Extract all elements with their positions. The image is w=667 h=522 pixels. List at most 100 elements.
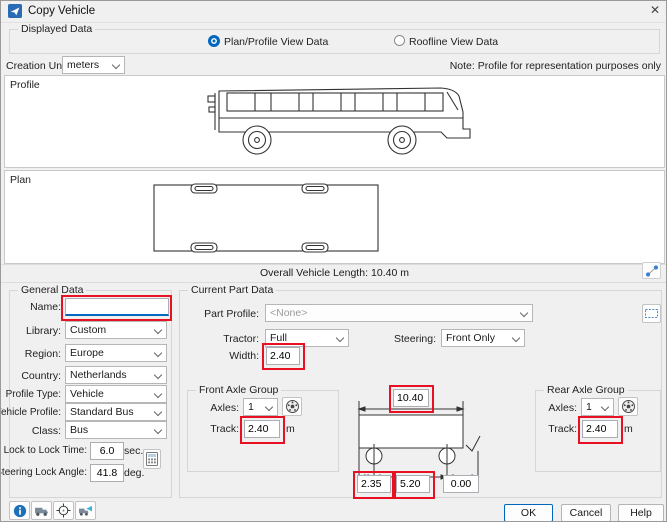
radio-plan-profile-label[interactable]: Plan/Profile View Data — [224, 36, 329, 48]
chevron-down-icon — [153, 348, 163, 358]
profile-panel: Profile — [4, 75, 665, 168]
chevron-down-icon — [153, 389, 163, 399]
vehicle-profile-label: Vehicle Profile: — [0, 407, 61, 418]
app-icon — [8, 4, 22, 18]
close-icon[interactable]: ✕ — [649, 3, 660, 17]
steering-lock-input[interactable] — [90, 464, 124, 482]
rear-axle-group: Rear Axle Group — [535, 384, 661, 472]
chevron-down-icon — [153, 325, 163, 335]
rear-track-label: Track: — [548, 423, 577, 435]
help-button[interactable]: Help — [618, 504, 664, 521]
info-icon — [13, 504, 26, 517]
wheel-icon — [621, 400, 635, 413]
measure-button[interactable] — [642, 262, 661, 279]
general-data-group: General Data — [9, 284, 172, 498]
vehicle-button[interactable] — [31, 501, 52, 520]
radio-roofline-view[interactable] — [394, 35, 405, 46]
bus-plan-drawing — [151, 181, 381, 257]
front-track-input[interactable] — [244, 420, 280, 438]
pick-profile-button[interactable] — [642, 304, 661, 323]
rear-track-unit: m — [624, 423, 633, 435]
lock-to-lock-label: Lock to Lock Time: — [3, 445, 87, 456]
measure-icon — [645, 264, 658, 277]
note-text: Note: Profile for representation purpose… — [449, 60, 661, 72]
radio-roofline-label[interactable]: Roofline View Data — [409, 36, 499, 48]
front-wheel-button[interactable] — [282, 397, 302, 416]
profile-type-select[interactable]: Vehicle — [65, 385, 167, 403]
region-select[interactable]: Europe — [65, 344, 167, 362]
plan-panel-label: Plan — [10, 174, 32, 186]
cancel-button[interactable]: Cancel — [561, 504, 611, 521]
displayed-data-group: Displayed Data — [9, 23, 660, 54]
overall-length-row: Overall Vehicle Length: 10.40 m — [1, 267, 666, 279]
front-axles-select[interactable]: 1 — [243, 398, 278, 416]
rear-track-input[interactable] — [582, 420, 618, 438]
lock-to-lock-unit: sec. — [124, 445, 144, 457]
calculator-button[interactable] — [143, 449, 161, 469]
country-select[interactable]: Netherlands — [65, 366, 167, 384]
rear-axles-select[interactable]: 1 — [581, 398, 614, 416]
class-select[interactable]: Bus — [65, 421, 167, 439]
steering-select[interactable]: Front Only — [441, 329, 525, 347]
rear-wheel-button[interactable] — [618, 397, 638, 416]
rear-axle-legend: Rear Axle Group — [544, 384, 628, 396]
chevron-down-icon — [335, 333, 345, 343]
info-button[interactable] — [9, 501, 30, 520]
chevron-down-icon — [111, 60, 121, 70]
part-profile-label: Part Profile: — [204, 308, 259, 320]
tractor-select[interactable]: Full — [265, 329, 349, 347]
chevron-down-icon — [153, 407, 163, 417]
width-label: Width: — [229, 350, 259, 362]
lock-to-lock-input[interactable] — [90, 442, 124, 460]
truck-icon — [35, 507, 48, 516]
name-input[interactable] — [65, 298, 169, 316]
overall-length-label: Overall Vehicle Length: — [260, 267, 368, 279]
steering-label: Steering: — [393, 333, 436, 345]
creation-units-select[interactable]: meters — [62, 56, 125, 74]
overall-length-value: 10.40 m — [371, 267, 409, 279]
divider — [1, 264, 666, 265]
general-data-legend: General Data — [18, 284, 87, 296]
chevron-down-icon — [519, 308, 529, 318]
steering-lock-label: Steering Lock Angle: — [0, 467, 87, 478]
crosshair-icon — [56, 503, 71, 518]
overall-length-input[interactable] — [393, 389, 429, 407]
vehicle-profile-select[interactable]: Standard Bus — [65, 403, 167, 421]
dashed-rectangle-icon — [645, 309, 658, 318]
width-input[interactable] — [266, 347, 300, 365]
front-track-unit: m — [286, 423, 295, 435]
plan-panel: Plan — [4, 170, 665, 264]
rear-overhang-input[interactable] — [443, 475, 479, 493]
wheelbase-input[interactable] — [396, 475, 430, 493]
library-label: Library: — [25, 325, 61, 337]
calculator-icon — [146, 452, 158, 466]
tractor-label: Tractor: — [223, 333, 259, 345]
vehicle-report-button[interactable] — [75, 501, 96, 520]
front-axle-legend: Front Axle Group — [196, 384, 282, 396]
chevron-down-icon — [153, 425, 163, 435]
library-select[interactable]: Custom — [65, 321, 167, 339]
title-bar: Copy Vehicle ✕ — [1, 1, 666, 23]
current-part-data-legend: Current Part Data — [188, 284, 277, 296]
creation-units-label: Creation Units: — [6, 60, 76, 72]
ok-button[interactable]: OK — [504, 504, 553, 521]
truck-flag-icon — [79, 505, 92, 516]
front-overhang-input[interactable] — [357, 475, 391, 493]
target-button[interactable] — [53, 501, 74, 520]
front-axles-label: Axles: — [210, 402, 239, 414]
divider — [1, 282, 666, 283]
radio-plan-profile-view[interactable] — [208, 35, 220, 47]
front-axle-group: Front Axle Group — [187, 384, 339, 472]
name-label: Name: — [30, 301, 61, 313]
profile-type-label: Profile Type: — [5, 389, 61, 400]
country-label: Country: — [21, 370, 61, 382]
rear-axles-label: Axles: — [548, 402, 577, 414]
class-label: Class: — [31, 425, 61, 437]
region-label: Region: — [24, 348, 61, 360]
chevron-down-icon — [153, 370, 163, 380]
displayed-data-legend: Displayed Data — [18, 23, 96, 35]
steering-lock-unit: deg. — [124, 467, 145, 479]
front-track-label: Track: — [210, 423, 239, 435]
wheel-icon — [285, 400, 299, 413]
